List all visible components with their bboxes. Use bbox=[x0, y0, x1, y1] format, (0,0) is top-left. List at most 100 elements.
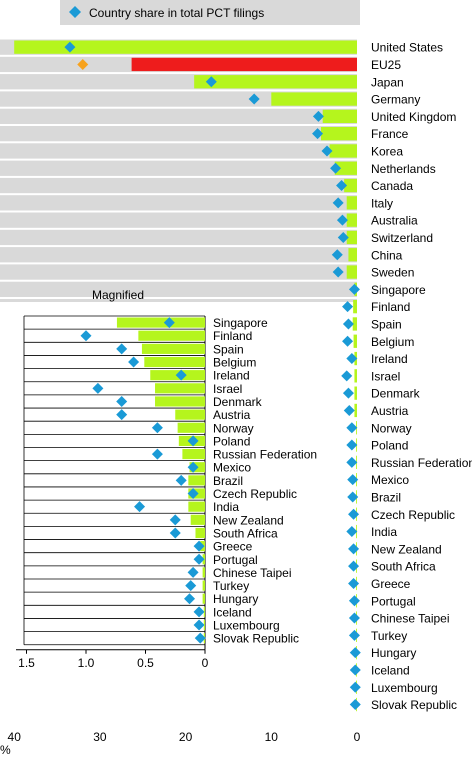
marker-hungary bbox=[349, 647, 361, 659]
inset-marker-luxembourg bbox=[193, 619, 205, 631]
row-band bbox=[0, 126, 357, 142]
inset-label-greece: Greece bbox=[213, 540, 253, 554]
inset-title: Magnified bbox=[92, 288, 144, 302]
row-band bbox=[0, 212, 357, 228]
bar-canada bbox=[344, 178, 357, 193]
bar-germany bbox=[271, 92, 357, 106]
inset-label-luxembourg: Luxembourg bbox=[213, 619, 280, 633]
inset-label-turkey: Turkey bbox=[213, 579, 249, 593]
label-germany: Germany bbox=[371, 93, 420, 107]
inset-marker-spain bbox=[116, 343, 128, 355]
label-belgium: Belgium bbox=[371, 335, 414, 349]
bar-denmark bbox=[354, 386, 357, 400]
row-band bbox=[0, 160, 357, 176]
label-spain: Spain bbox=[371, 317, 402, 331]
marker-chinese-taipei bbox=[348, 612, 360, 624]
inset-label-south-africa: South Africa bbox=[213, 526, 278, 540]
label-brazil: Brazil bbox=[371, 490, 401, 504]
inset-label-denmark: Denmark bbox=[213, 395, 263, 409]
marker-switzerland bbox=[337, 231, 349, 243]
inset-label-portugal: Portugal bbox=[213, 553, 258, 567]
x-tick-20: 20 bbox=[179, 730, 193, 744]
inset-bar-denmark bbox=[155, 396, 205, 407]
bar-australia bbox=[346, 213, 357, 227]
inset-label-chinese-taipei: Chinese Taipei bbox=[213, 566, 292, 580]
bar-italy bbox=[346, 196, 357, 210]
marker-israel bbox=[341, 370, 353, 382]
label-finland: Finland bbox=[371, 300, 410, 314]
inset-label-norway: Norway bbox=[213, 421, 254, 435]
label-korea: Korea bbox=[371, 144, 403, 158]
bar-france bbox=[321, 127, 357, 141]
marker-brazil bbox=[347, 491, 359, 503]
row-band bbox=[0, 281, 357, 297]
bar-eu25 bbox=[131, 57, 357, 72]
marker-luxembourg bbox=[349, 681, 361, 693]
label-united-kingdom: United Kingdom bbox=[371, 110, 456, 124]
inset-bar-austria bbox=[175, 409, 205, 420]
inset-marker-south-africa bbox=[169, 527, 181, 539]
marker-greece bbox=[348, 577, 360, 589]
inset-label-czech-republic: Czech Republic bbox=[213, 487, 297, 501]
inset-category-labels: SingaporeFinlandSpainBelgiumIrelandIsrae… bbox=[213, 316, 317, 646]
inset-bar-india bbox=[188, 501, 205, 512]
inset-bar-turkey bbox=[202, 580, 205, 591]
inset-marker-brazil bbox=[175, 474, 187, 486]
legend-marker bbox=[69, 6, 81, 18]
inset-bar-new-zealand bbox=[190, 514, 205, 525]
inset-label-russian-federation: Russian Federation bbox=[213, 448, 317, 462]
label-denmark: Denmark bbox=[371, 387, 421, 401]
inset-bar-finland bbox=[138, 330, 205, 341]
inset-marker-denmark bbox=[116, 395, 128, 407]
marker-new-zealand bbox=[348, 543, 360, 555]
marker-china bbox=[331, 249, 343, 261]
label-norway: Norway bbox=[371, 421, 412, 435]
marker-norway bbox=[346, 422, 358, 434]
inset-marker-belgium bbox=[128, 356, 140, 368]
label-hungary: Hungary bbox=[371, 646, 416, 660]
label-sweden: Sweden bbox=[371, 266, 414, 280]
row-band bbox=[0, 229, 357, 246]
inset-marker-poland bbox=[187, 435, 199, 447]
label-portugal: Portugal bbox=[371, 594, 416, 608]
marker-czech-republic bbox=[348, 508, 360, 520]
row-band bbox=[0, 177, 357, 194]
inset-marker-hungary bbox=[184, 593, 196, 605]
marker-korea bbox=[321, 145, 333, 157]
inset-bar-belgium bbox=[144, 356, 205, 368]
x-tick-10: 10 bbox=[265, 730, 279, 744]
inset-marker-turkey bbox=[185, 580, 197, 592]
x-tick-30: 30 bbox=[93, 730, 107, 744]
inset-marker-ireland bbox=[175, 369, 187, 381]
inset-bar-hungary bbox=[202, 593, 205, 604]
label-china: China bbox=[371, 248, 403, 262]
bar-israel bbox=[354, 369, 357, 383]
inset-bar-brazil bbox=[188, 475, 205, 486]
inset-marker-singapore bbox=[163, 317, 175, 329]
label-czech-republic: Czech Republic bbox=[371, 508, 455, 522]
inset-bar-spain bbox=[141, 343, 205, 354]
label-mexico: Mexico bbox=[371, 473, 409, 487]
marker-russian-federation bbox=[346, 456, 358, 468]
label-india: India bbox=[371, 525, 397, 539]
label-singapore: Singapore bbox=[371, 283, 426, 297]
bar-switzerland bbox=[346, 230, 357, 245]
bar-korea bbox=[329, 144, 357, 158]
bar-belgium bbox=[353, 334, 357, 348]
marker-france bbox=[312, 128, 324, 140]
inset-label-hungary: Hungary bbox=[213, 592, 258, 606]
marker-poland bbox=[346, 439, 358, 451]
inset-label-mexico: Mexico bbox=[213, 461, 251, 475]
inset-x-tick-1-0: 1.0 bbox=[78, 656, 95, 670]
label-south-africa: South Africa bbox=[371, 560, 436, 574]
row-band bbox=[0, 91, 357, 107]
label-luxembourg: Luxembourg bbox=[371, 681, 438, 695]
inset-bar-russian-federation bbox=[182, 449, 205, 460]
inset-label-spain: Spain bbox=[213, 342, 244, 356]
label-netherlands: Netherlands bbox=[371, 162, 436, 176]
x-axis-unit: % bbox=[0, 743, 11, 757]
bar-japan bbox=[194, 75, 357, 89]
label-canada: Canada bbox=[371, 179, 413, 193]
bar-netherlands bbox=[334, 161, 357, 175]
